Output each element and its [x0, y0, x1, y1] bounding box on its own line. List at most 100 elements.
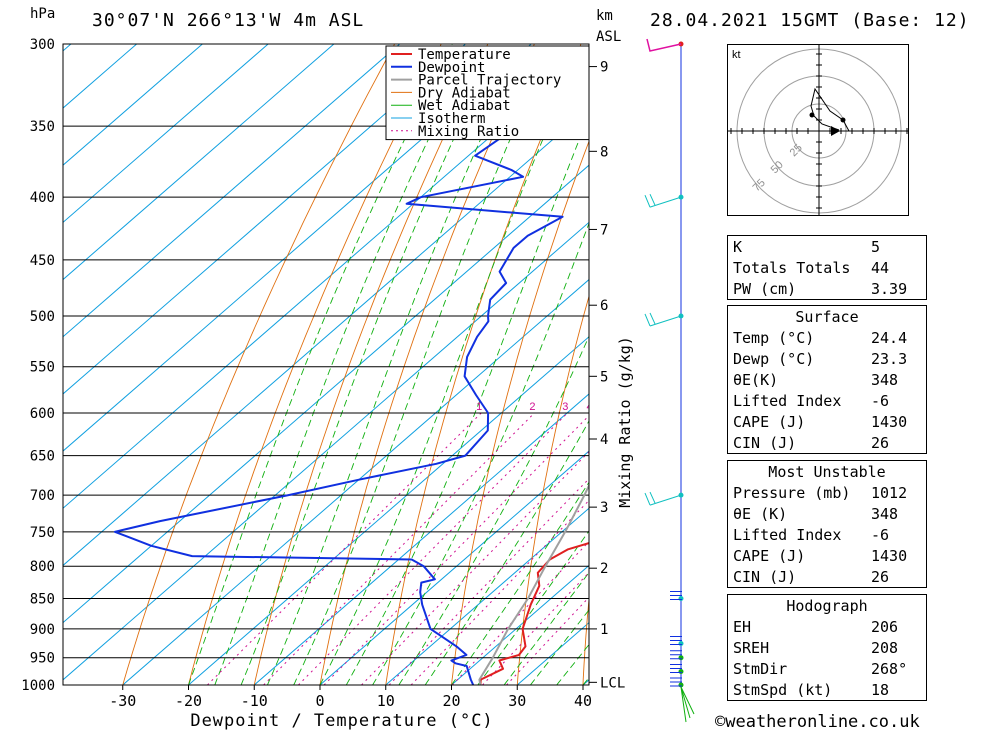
- pressure-tick-label: 800: [30, 559, 55, 575]
- mixing-ratio-line: [323, 414, 589, 685]
- wind-level-dot: [678, 655, 684, 661]
- dry-adiabat-line: [188, 44, 442, 685]
- mixing-ratio-label: 15: [704, 401, 716, 413]
- most-unstable-title: Most Unstable: [768, 462, 886, 481]
- dry-adiabat-line: [957, 44, 1000, 685]
- isotherm-line: [63, 221, 589, 681]
- isotherm-line: [385, 507, 589, 685]
- index-label: Totals Totals: [733, 258, 851, 277]
- surface-title: Surface: [795, 307, 859, 326]
- temp-tick-label: -10: [241, 692, 268, 710]
- most-unstable-table: Most Unstable Pressure (mb) 1012 θE (K) 34…: [727, 460, 927, 588]
- isotherm-line: [451, 564, 589, 685]
- hodo-value: 208: [871, 638, 899, 657]
- mu-value: 1430: [871, 546, 908, 565]
- index-value: 5: [871, 237, 881, 256]
- height-tick-label: 8: [600, 144, 608, 160]
- pressure-tick-label: 900: [30, 622, 55, 638]
- legend-label: Dewpoint: [418, 60, 485, 76]
- mu-value: 26: [871, 567, 890, 586]
- mu-value: 348: [871, 504, 899, 523]
- pressure-tick-label: 550: [30, 360, 55, 376]
- legend-box: [385, 45, 590, 141]
- table-row: Lifted Index -6: [728, 524, 927, 545]
- pressure-tick-label: 500: [30, 309, 55, 325]
- datetime-header: 28.04.2021 15GMT (Base: 12): [650, 10, 970, 31]
- table-row: StmSpd (kt) 18: [728, 679, 927, 701]
- wet-adiabat-line: [530, 609, 589, 685]
- wind-barb: [670, 650, 682, 660]
- isotherm-line: [63, 44, 137, 109]
- mixing-ratio-line: [207, 412, 482, 685]
- isotherm-line: [63, 44, 335, 281]
- mixing-ratio-label: 2: [529, 401, 535, 413]
- table-row: CIN (J) 26: [728, 566, 927, 588]
- pressure-tick-label: 400: [30, 190, 55, 206]
- wet-adiabat-line: [345, 114, 589, 685]
- surface-value: 348: [871, 370, 899, 389]
- dry-adiabat-line: [122, 44, 395, 685]
- isotherm-line: [63, 44, 466, 395]
- wind-barb: [644, 193, 682, 208]
- hodo-value: 18: [871, 680, 890, 699]
- pressure-tick-label: 1000: [21, 678, 55, 694]
- mixing-ratio-label: 8: [648, 401, 654, 413]
- surface-label: θE(K): [733, 370, 779, 389]
- wind-barb: [670, 664, 682, 674]
- table-row: CAPE (J) 1430: [728, 545, 927, 566]
- isotherm-line: [63, 107, 589, 567]
- table-row: CIN (J) 26: [728, 432, 927, 454]
- surface-value: 24.4: [871, 328, 908, 347]
- hodo-label: EH: [733, 617, 752, 636]
- wind-level-dot: [678, 640, 684, 646]
- hodo-label: SREH: [733, 638, 770, 657]
- height-unit-label: km ASL: [596, 6, 621, 48]
- table-row: StmDir 268°: [728, 658, 927, 679]
- wind-barb: [644, 491, 682, 506]
- hodograph-point: [809, 112, 815, 118]
- wind-level-dot: [678, 669, 684, 675]
- hodograph-trace: [810, 87, 850, 132]
- legend-label: Dry Adiabat: [418, 85, 511, 101]
- temperature-line: [479, 542, 589, 685]
- wind-barb: [670, 635, 682, 645]
- hodograph-table: Hodograph EH 206 SREH 208 StmDir 268° StmSp…: [727, 594, 927, 701]
- mixing-ratio-label: 4: [587, 401, 593, 413]
- plot-frame: [62, 43, 590, 686]
- mixing-ratio-label: 3: [562, 401, 568, 413]
- legend-label: Mixing Ratio: [418, 124, 519, 140]
- height-unit-km: km: [596, 8, 613, 24]
- surface-label: CAPE (J): [733, 412, 806, 431]
- index-label: K: [733, 237, 743, 256]
- profile-lines: 1 2 3 4 6 8 10 15 20 25: [113, 63, 716, 685]
- temp-tick-label: 40: [574, 692, 592, 710]
- mixing-ratio-line: [263, 412, 535, 685]
- height-tick-label: 5: [600, 369, 608, 385]
- isotherm-line: [63, 50, 589, 509]
- location-header: 30°07'N 266°13'W 4m ASL: [92, 10, 365, 31]
- wind-barb: [646, 38, 682, 52]
- legend-label: Temperature: [418, 47, 511, 63]
- hodo-label: StmDir: [733, 659, 788, 678]
- mu-label: Pressure (mb): [733, 483, 851, 502]
- isotherm-line: [63, 44, 400, 338]
- pressure-unit-label: hPa: [30, 6, 56, 22]
- wet-adiabat-line: [503, 571, 589, 685]
- temp-tick-label: 0: [315, 692, 324, 710]
- height-tick-label: 6: [600, 298, 608, 314]
- dewpoint-line: [113, 63, 589, 685]
- isotherm-line: [319, 450, 589, 685]
- height-tick-label: 9: [600, 60, 608, 76]
- temp-tick-label: -20: [175, 692, 202, 710]
- pressure-tick-label: 300: [30, 37, 55, 53]
- pressure-tick-label: 750: [30, 525, 55, 541]
- table-header-row: Hodograph: [728, 595, 927, 617]
- surface-value: 26: [871, 433, 890, 452]
- site-credit: ©weatheronline.co.uk: [715, 712, 920, 732]
- mu-value: -6: [871, 525, 890, 544]
- table-row: PW (cm) 3.39: [728, 278, 927, 300]
